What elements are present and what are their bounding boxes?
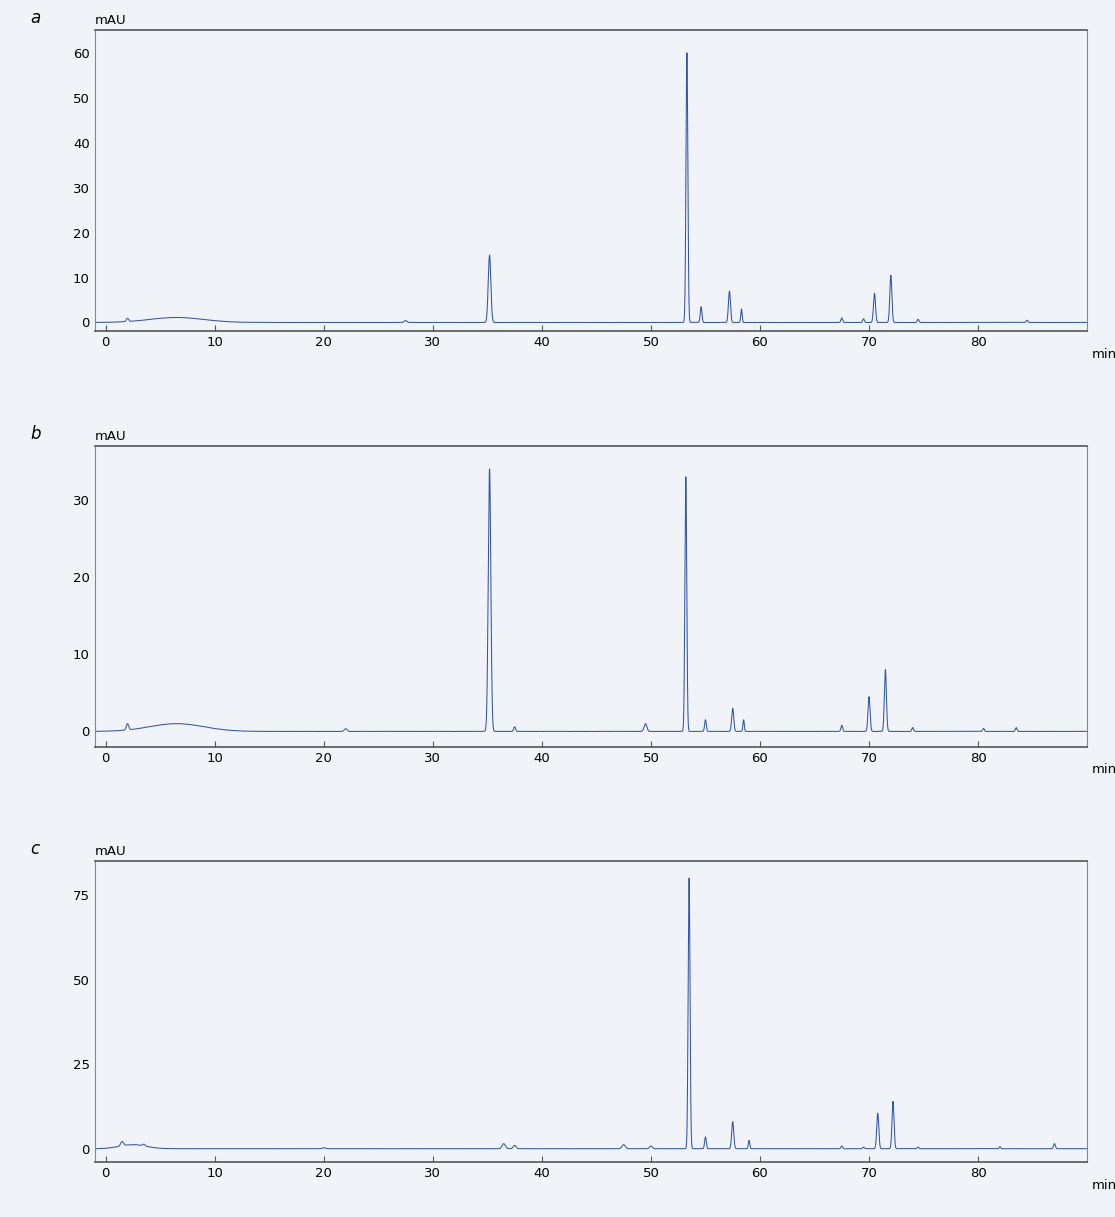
Text: a: a — [30, 10, 40, 27]
Text: mAU: mAU — [95, 430, 126, 443]
Text: min: min — [1092, 1179, 1115, 1191]
Text: mAU: mAU — [95, 846, 126, 858]
Text: mAU: mAU — [95, 15, 126, 28]
Text: c: c — [30, 840, 39, 858]
Text: b: b — [30, 425, 41, 443]
Text: min: min — [1092, 763, 1115, 776]
Text: min: min — [1092, 348, 1115, 361]
